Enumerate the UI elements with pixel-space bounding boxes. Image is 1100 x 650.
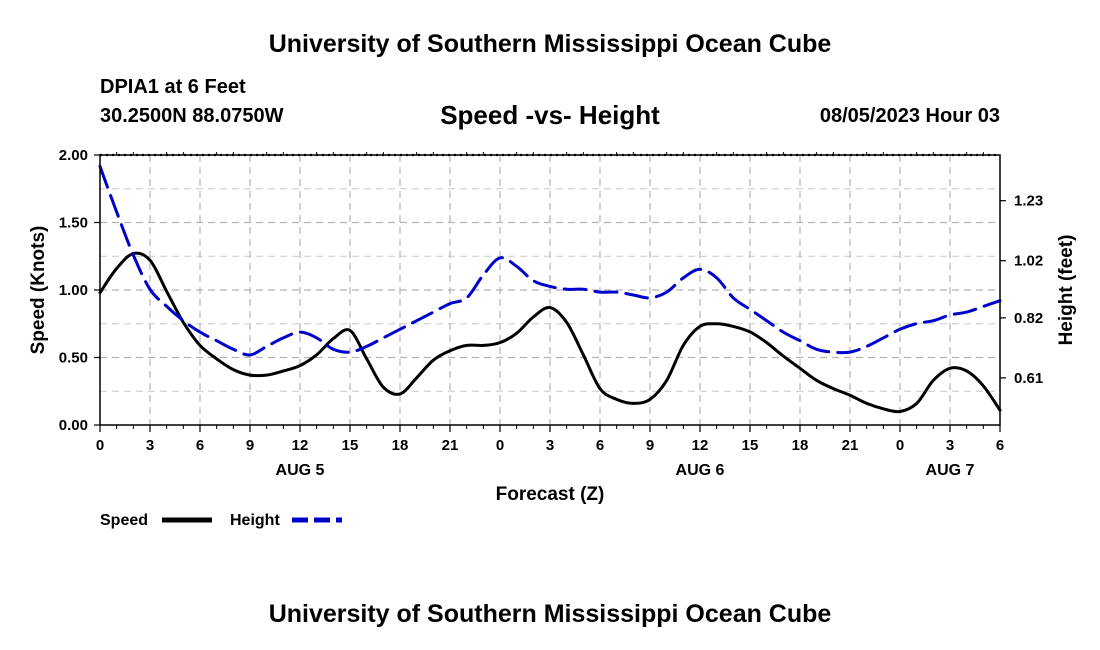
grid (100, 155, 1000, 425)
x-tick-label: 9 (646, 437, 654, 454)
series-line-speed (98, 251, 1002, 414)
station-name: DPIA1 at 6 Feet (100, 76, 246, 98)
x-tick-label: 3 (946, 437, 954, 454)
day-label: AUG 6 (676, 462, 725, 479)
x-tick-label: 0 (896, 437, 904, 454)
x-tick-label: 15 (342, 437, 359, 454)
y-right-tick-label: 1.02 (1014, 253, 1043, 270)
day-label: AUG 5 (276, 462, 325, 479)
legend: Speed Height (100, 512, 342, 529)
y-right-tick-label: 0.61 (1014, 370, 1043, 387)
x-tick-label: 18 (792, 437, 809, 454)
speed-height-chart: 0 3 6 9 12 15 18 21 0 3 6 9 12 15 18 21 0 3 6 AUG 5 AUG 6 AUG… (28, 147, 1077, 529)
x-tick-label: 18 (392, 437, 409, 454)
chart-title: Speed -vs- Height (440, 100, 660, 130)
series-line-height (98, 164, 1002, 357)
x-tick-label: 9 (246, 437, 254, 454)
legend-label-height: Height (230, 512, 280, 529)
station-coords: 30.2500N 88.0750W (100, 105, 284, 127)
x-tick-label: 21 (842, 437, 859, 454)
x-tick-label: 21 (442, 437, 459, 454)
y-left-tick-label: 0.50 (59, 350, 88, 367)
x-tick-label: 6 (196, 437, 204, 454)
y-left-axis-title: Speed (Knots) (28, 226, 49, 355)
forecast-date: 08/05/2023 Hour 03 (819, 105, 1000, 127)
y-left-tick-label: 1.00 (59, 282, 88, 299)
x-tick-label: 12 (292, 437, 309, 454)
y-left-tick-label: 1.50 (59, 215, 88, 232)
legend-label-speed: Speed (100, 512, 148, 529)
x-tick-label: 0 (496, 437, 504, 454)
x-tick-label: 3 (546, 437, 554, 454)
footer-title: University of Southern Mississippi Ocean… (268, 600, 832, 628)
x-tick-label: 12 (692, 437, 709, 454)
series-lines (98, 164, 1002, 414)
day-label: AUG 7 (926, 462, 975, 479)
x-tick-label: 6 (996, 437, 1004, 454)
x-axis-title: Forecast (Z) (496, 484, 605, 505)
y-left-tick-label: 2.00 (59, 147, 88, 164)
x-tick-label: 15 (742, 437, 759, 454)
y-left-tick-label: 0.00 (59, 417, 88, 434)
main-title: University of Southern Mississippi Ocean… (268, 30, 832, 58)
x-tick-label: 6 (596, 437, 604, 454)
y-right-axis-title: Height (feet) (1056, 235, 1077, 346)
x-tick-label: 0 (96, 437, 104, 454)
y-right-tick-label: 1.23 (1014, 193, 1043, 210)
y-right-tick-label: 0.82 (1014, 310, 1043, 327)
x-tick-label: 3 (146, 437, 154, 454)
axes: 0 3 6 9 12 15 18 21 0 3 6 9 12 15 18 21 0 3 6 AUG 5 AUG 6 AUG… (28, 147, 1077, 505)
